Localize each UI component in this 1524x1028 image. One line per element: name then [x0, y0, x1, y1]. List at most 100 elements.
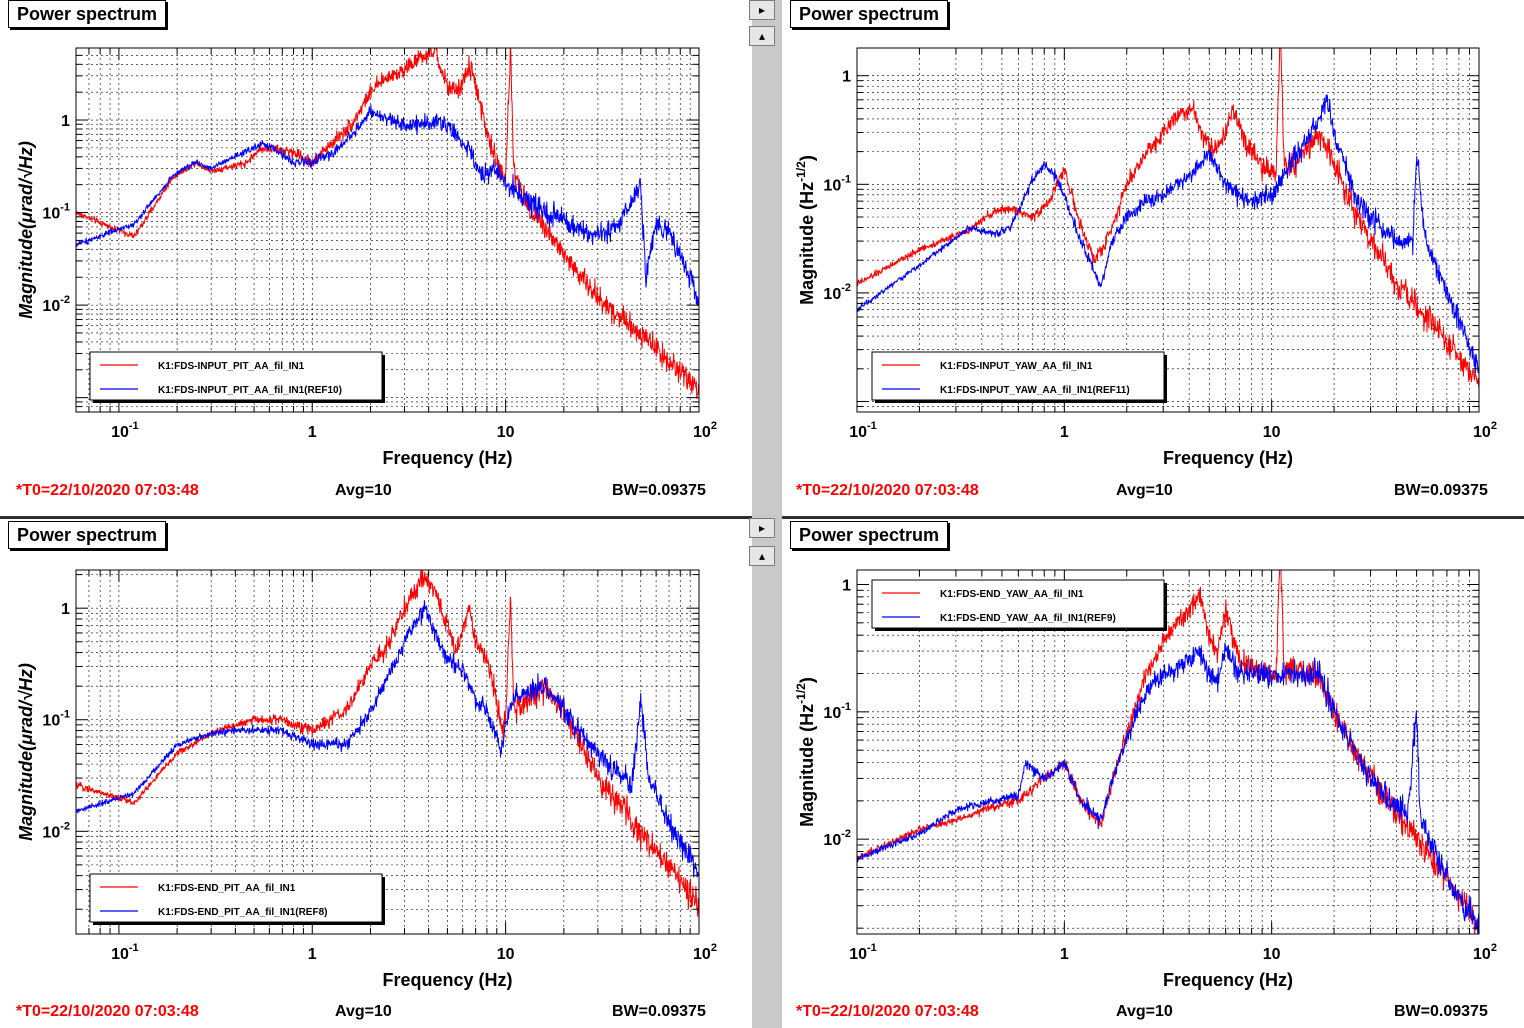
next-panel-button[interactable]: ▸ — [749, 0, 775, 20]
collapse-panel-button[interactable]: ▴ — [749, 546, 775, 566]
x-tick-label: 10-1 — [111, 942, 139, 963]
y-tick-label: 1 — [842, 578, 851, 595]
legend-entry: K1:FDS-END_YAW_AA_fil_IN1(REF9) — [940, 613, 1116, 624]
x-tick-label: 102 — [1473, 420, 1497, 441]
x-axis-label: Frequency (Hz) — [382, 448, 512, 468]
legend-box — [871, 579, 1165, 629]
x-tick-label: 10 — [497, 946, 515, 963]
plot-frame — [856, 47, 1480, 413]
x-tick-label: 10-1 — [111, 420, 139, 441]
panel-top-right: Power spectrum 10-1 1 10 102 10-2 10-1 1 Freque… — [782, 0, 1524, 507]
panel-bottom-right: Power spectrum 10-1 1 10 102 10-2 10-1 1 Freque… — [782, 521, 1524, 1028]
series-group — [857, 48, 1479, 388]
panel-tab-label: Power spectrum — [8, 0, 167, 28]
legend: K1:FDS-INPUT_PIT_AA_fil_IN1 K1:FDS-INPUT_… — [89, 351, 385, 403]
play-right-icon: ▸ — [758, 3, 766, 17]
x-tick-label: 1 — [1060, 946, 1069, 963]
y-tick-label: 10-1 — [42, 202, 70, 223]
legend: K1:FDS-INPUT_YAW_AA_fil_IN1 K1:FDS-INPUT_… — [871, 351, 1167, 403]
footer-t0: *T0=22/10/2020 07:03:48 — [16, 482, 199, 499]
next-panel-button[interactable]: ▸ — [749, 518, 775, 538]
x-tick-label: 1 — [1060, 424, 1069, 441]
y-tick-label: 1 — [61, 601, 70, 618]
panel-tab-label: Power spectrum — [790, 521, 949, 549]
x-tick-label: 102 — [693, 420, 717, 441]
chart-top-left: 10-1 1 10 102 10-2 10-1 1 Frequency (Hz) Magnitu… — [16, 47, 717, 468]
legend-entry: K1:FDS-END_PIT_AA_fil_IN1 — [158, 883, 296, 894]
footer-bw: BW=0.09375 — [612, 1003, 706, 1020]
x-axis-label: Frequency (Hz) — [1163, 448, 1293, 468]
play-right-icon: ▸ — [758, 521, 766, 535]
y-tick-label: 1 — [61, 113, 70, 130]
arrow-up-icon: ▴ — [758, 549, 766, 563]
grid — [856, 48, 1480, 413]
footer-t0: *T0=22/10/2020 07:03:48 — [796, 1003, 979, 1020]
legend-entry: K1:FDS-INPUT_YAW_AA_fil_IN1 — [940, 361, 1093, 372]
legend-entry: K1:FDS-END_PIT_AA_fil_IN1(REF8) — [158, 907, 327, 918]
footer-avg: Avg=10 — [335, 482, 392, 499]
x-tick-label: 10 — [1263, 424, 1281, 441]
y-tick-label: 10-2 — [823, 282, 851, 303]
series-line — [857, 94, 1479, 374]
x-axis-label: Frequency (Hz) — [1163, 970, 1293, 990]
legend-entry: K1:FDS-INPUT_YAW_AA_fil_IN1(REF11) — [940, 385, 1130, 396]
panel-top-left: Power spectrum 10-1 1 10 102 10-2 10-1 1 Freque… — [0, 0, 752, 507]
legend-box — [89, 351, 383, 401]
y-tick-label: 10-1 — [823, 173, 851, 194]
chart-top-right: 10-1 1 10 102 10-2 10-1 1 Frequency (Hz) Magnitu… — [794, 47, 1497, 468]
y-tick-label: 1 — [842, 69, 851, 86]
series-line — [857, 642, 1479, 934]
footer-bw: BW=0.09375 — [612, 482, 706, 499]
x-tick-label: 10 — [1263, 946, 1281, 963]
footer-avg: Avg=10 — [335, 1003, 392, 1020]
chart-bottom-right: 10-1 1 10 102 10-2 10-1 1 Frequency (Hz) Magnitu… — [794, 569, 1497, 990]
grid — [75, 47, 700, 413]
vertical-divider[interactable] — [752, 0, 782, 1028]
legend-entry: K1:FDS-INPUT_PIT_AA_fil_IN1 — [158, 361, 305, 372]
footer-avg: Avg=10 — [1116, 482, 1173, 499]
panel-tab-label: Power spectrum — [790, 0, 949, 28]
x-tick-label: 1 — [308, 424, 317, 441]
y-axis-label: Magnitude(μrad/√Hz) — [16, 141, 36, 319]
y-tick-label: 10-2 — [823, 828, 851, 849]
series-group — [76, 48, 699, 399]
horizontal-divider-left[interactable] — [0, 516, 752, 519]
footer-avg: Avg=10 — [1116, 1003, 1173, 1020]
collapse-panel-button[interactable]: ▴ — [749, 26, 775, 46]
series-group — [76, 570, 699, 917]
panel-bottom-left: Power spectrum 10-1 1 10 102 10-2 10-1 1 Freque… — [0, 521, 752, 1028]
x-tick-label: 1 — [308, 946, 317, 963]
chart-bottom-left: 10-1 1 10 102 10-2 10-1 1 Frequency (Hz) Magnitu… — [16, 569, 717, 990]
legend-box — [871, 351, 1165, 401]
plot-frame — [75, 569, 700, 935]
footer-bw: BW=0.09375 — [1394, 1003, 1488, 1020]
series-line — [76, 48, 699, 399]
legend-entry: K1:FDS-END_YAW_AA_fil_IN1 — [940, 589, 1084, 600]
y-axis-label: Magnitude(μrad/√Hz) — [16, 663, 36, 841]
ticks — [856, 48, 1480, 413]
x-tick-label: 102 — [693, 942, 717, 963]
series-line — [857, 48, 1479, 388]
legend-entry: K1:FDS-INPUT_PIT_AA_fil_IN1(REF10) — [158, 385, 342, 396]
y-tick-label: 10-2 — [42, 294, 70, 315]
x-tick-label: 102 — [1473, 942, 1497, 963]
panel-tab-label: Power spectrum — [8, 521, 167, 549]
x-tick-label: 10-1 — [849, 942, 877, 963]
ticks — [856, 570, 1480, 934]
plot-frame — [75, 47, 700, 413]
legend-box — [89, 873, 383, 923]
series-line — [76, 570, 699, 917]
series-group — [857, 570, 1479, 934]
y-tick-label: 10-2 — [42, 820, 70, 841]
arrow-up-icon: ▴ — [758, 29, 766, 43]
ticks — [75, 47, 700, 413]
legend: K1:FDS-END_YAW_AA_fil_IN1 K1:FDS-END_YAW_… — [871, 579, 1167, 631]
y-axis-label: Magnitude (Hz-1/2) — [794, 155, 817, 305]
series-line — [76, 600, 699, 878]
plot-frame — [856, 569, 1480, 935]
x-axis-label: Frequency (Hz) — [382, 970, 512, 990]
footer-t0: *T0=22/10/2020 07:03:48 — [16, 1003, 199, 1020]
horizontal-divider-right[interactable] — [782, 516, 1524, 519]
y-axis-label: Magnitude (Hz-1/2) — [794, 677, 817, 827]
series-line — [76, 104, 699, 307]
